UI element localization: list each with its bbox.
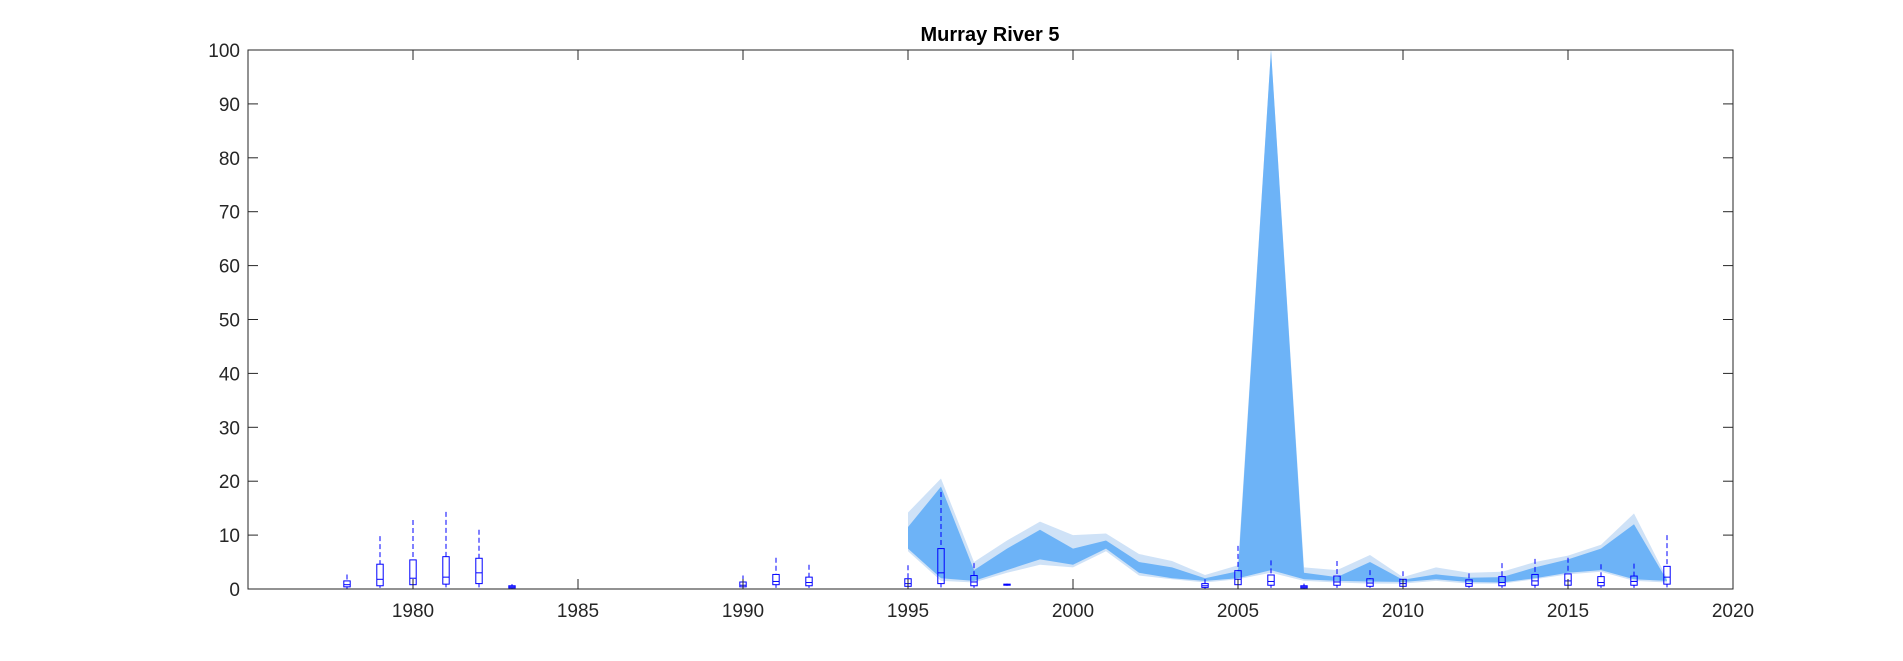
box-iqr: [376, 563, 384, 587]
y-tick-label: 50: [219, 311, 240, 332]
x-tick-label: 1980: [392, 601, 434, 622]
x-tick-label: 2020: [1712, 601, 1754, 622]
y-tick-label: 40: [219, 364, 240, 385]
box-iqr: [1465, 579, 1473, 587]
box-iqr: [1267, 574, 1275, 586]
box-iqr: [343, 580, 351, 588]
y-tick-label: 20: [219, 472, 240, 493]
y-tick-label: 100: [208, 41, 240, 62]
x-tick-label: 2015: [1547, 601, 1589, 622]
box-iqr: [475, 557, 483, 585]
y-tick-label: 10: [219, 526, 240, 547]
y-tick-label: 30: [219, 418, 240, 439]
x-tick-label: 1985: [557, 601, 599, 622]
box-iqr: [1333, 575, 1341, 586]
y-tick-label: 0: [229, 580, 240, 601]
box-iqr: [1597, 576, 1605, 587]
x-tick-label: 2000: [1052, 601, 1094, 622]
box-iqr: [1498, 576, 1506, 587]
x-tick-label: 2005: [1217, 601, 1259, 622]
inner-band: [908, 50, 1667, 583]
box-iqr: [1531, 573, 1539, 586]
axes-frame: [247, 49, 1734, 590]
boxplots-layer: [343, 491, 1671, 589]
x-tick-label: 2010: [1382, 601, 1424, 622]
box-iqr: [970, 575, 978, 587]
box-iqr: [1366, 578, 1374, 587]
x-tick-label: 1995: [887, 601, 929, 622]
box-iqr: [1663, 565, 1671, 585]
x-tick-label: 1990: [722, 601, 764, 622]
box-iqr: [805, 576, 813, 587]
y-tick-label: 90: [219, 95, 240, 116]
axes-layer: [247, 49, 1734, 590]
y-tick-label: 80: [219, 149, 240, 170]
box-iqr: [772, 573, 780, 586]
box-iqr: [1630, 575, 1638, 586]
y-tick-label: 70: [219, 203, 240, 224]
box-iqr: [442, 556, 450, 585]
y-tick-label: 60: [219, 257, 240, 278]
ticks-layer: 1980 1985 1990 1995 2000 2005 2010 2015 2020 0 10 2…: [208, 41, 1754, 622]
bands-layer: [908, 50, 1667, 584]
chart-title: Murray River 5: [921, 24, 1060, 46]
box-iqr: [937, 548, 945, 585]
